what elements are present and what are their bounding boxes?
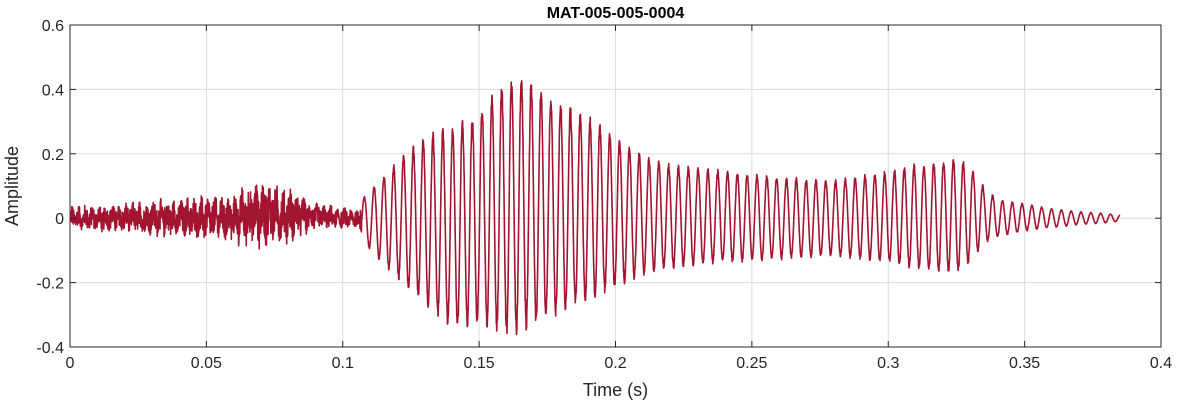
chart-title: MAT-005-005-0004 (547, 5, 685, 22)
x-tick-label: 0.35 (1009, 355, 1040, 372)
y-tick-label: -0.2 (36, 276, 64, 293)
y-tick-label: 0.2 (42, 147, 64, 164)
y-axis-ticks: -0.4 -0.2 0 0.2 0.4 0.6 (36, 18, 1161, 357)
y-tick-label: 0.4 (42, 82, 64, 99)
signal-series-line (69, 79, 1121, 336)
x-tick-label: 0.1 (332, 355, 354, 372)
x-tick-label: 0.25 (736, 355, 767, 372)
x-tick-label: 0.05 (191, 355, 222, 372)
y-axis-label: Amplitude (2, 146, 22, 226)
y-tick-label: 0.6 (42, 18, 64, 35)
x-axis-label: Time (s) (583, 380, 648, 400)
x-tick-label: 0.4 (1150, 355, 1172, 372)
x-tick-label: 0.15 (464, 355, 495, 372)
grid-lines (70, 25, 1161, 347)
x-tick-label: 0.2 (604, 355, 626, 372)
x-axis-ticks: 0 0.05 0.1 0.15 0.2 0.25 0.3 0.35 0.4 (66, 25, 1172, 372)
x-tick-label: 0.3 (877, 355, 899, 372)
y-tick-label: -0.4 (36, 340, 64, 357)
y-tick-label: 0 (55, 211, 64, 228)
x-tick-label: 0 (66, 355, 75, 372)
